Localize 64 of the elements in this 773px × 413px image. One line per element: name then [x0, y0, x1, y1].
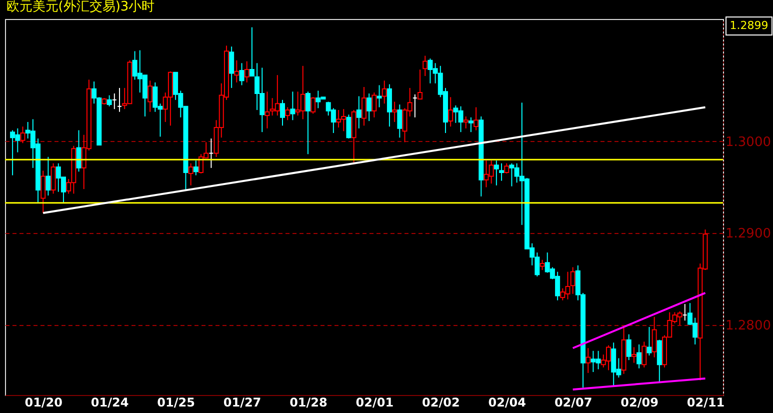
candlestick [631, 346, 636, 364]
candlestick [244, 60, 250, 83]
x-tick-label: 01/25 [157, 396, 195, 410]
candlestick [239, 62, 244, 86]
candlestick [586, 348, 591, 374]
candlestick [448, 96, 454, 128]
candlestick [346, 114, 352, 140]
candlestick [362, 86, 366, 126]
candlestick [494, 160, 499, 186]
candlestick [463, 116, 468, 129]
candlestick [290, 91, 296, 121]
x-tick-label: 02/07 [554, 396, 592, 410]
candlestick [76, 130, 82, 172]
candlestick [280, 99, 286, 126]
candlestick [656, 339, 662, 383]
text: 1.2899 [730, 19, 768, 32]
y-tick-label: 1.2800 [726, 318, 771, 334]
candlestick [652, 316, 657, 358]
candlestick [397, 104, 402, 138]
x-tick-label: 01/28 [290, 396, 328, 410]
candlestick [499, 162, 504, 182]
candlestick [646, 326, 652, 356]
candlestick [422, 55, 428, 76]
x-tick-label: 02/02 [422, 396, 460, 410]
candlestick [376, 84, 382, 108]
candlestick [188, 162, 194, 186]
candlestick [229, 46, 234, 88]
y-tick-label: 1.2900 [726, 226, 771, 242]
candlestick [386, 84, 392, 128]
candlestick [249, 26, 254, 76]
candlestick [366, 92, 372, 122]
candlestick [50, 162, 56, 194]
x-tick-label: 01/20 [24, 396, 62, 410]
x-tick-label: 02/09 [620, 396, 658, 410]
candlestick [540, 259, 545, 270]
candlestick [310, 96, 316, 114]
candlestick [356, 96, 362, 129]
candlestick [474, 106, 479, 131]
candlestick [148, 80, 153, 112]
candlestick [504, 162, 510, 174]
candlestick [305, 91, 310, 155]
candlestick [636, 344, 642, 369]
candlestick [193, 160, 198, 176]
x-tick-label: 01/27 [223, 396, 262, 410]
candlestick [40, 170, 46, 214]
candlestick [468, 116, 474, 133]
candlestick [570, 266, 576, 294]
candlestick [234, 60, 240, 83]
candlestick [20, 126, 26, 144]
x-tick-label: 01/24 [90, 396, 129, 410]
candlestick [382, 80, 387, 104]
candlestick [418, 69, 423, 100]
candlestick [106, 94, 112, 107]
x-tick-label: 02/11 [686, 396, 725, 410]
x-tick-label: 02/01 [356, 396, 394, 410]
y-tick-label: 1.3000 [726, 134, 771, 150]
candlestick [46, 156, 51, 196]
x-tick-label: 02/04 [488, 396, 526, 410]
candlestick [285, 106, 290, 121]
candlestick [264, 91, 270, 129]
candlestick [642, 341, 647, 368]
candlestick [626, 334, 632, 361]
candlestick [392, 101, 398, 122]
candlestick [372, 92, 377, 118]
